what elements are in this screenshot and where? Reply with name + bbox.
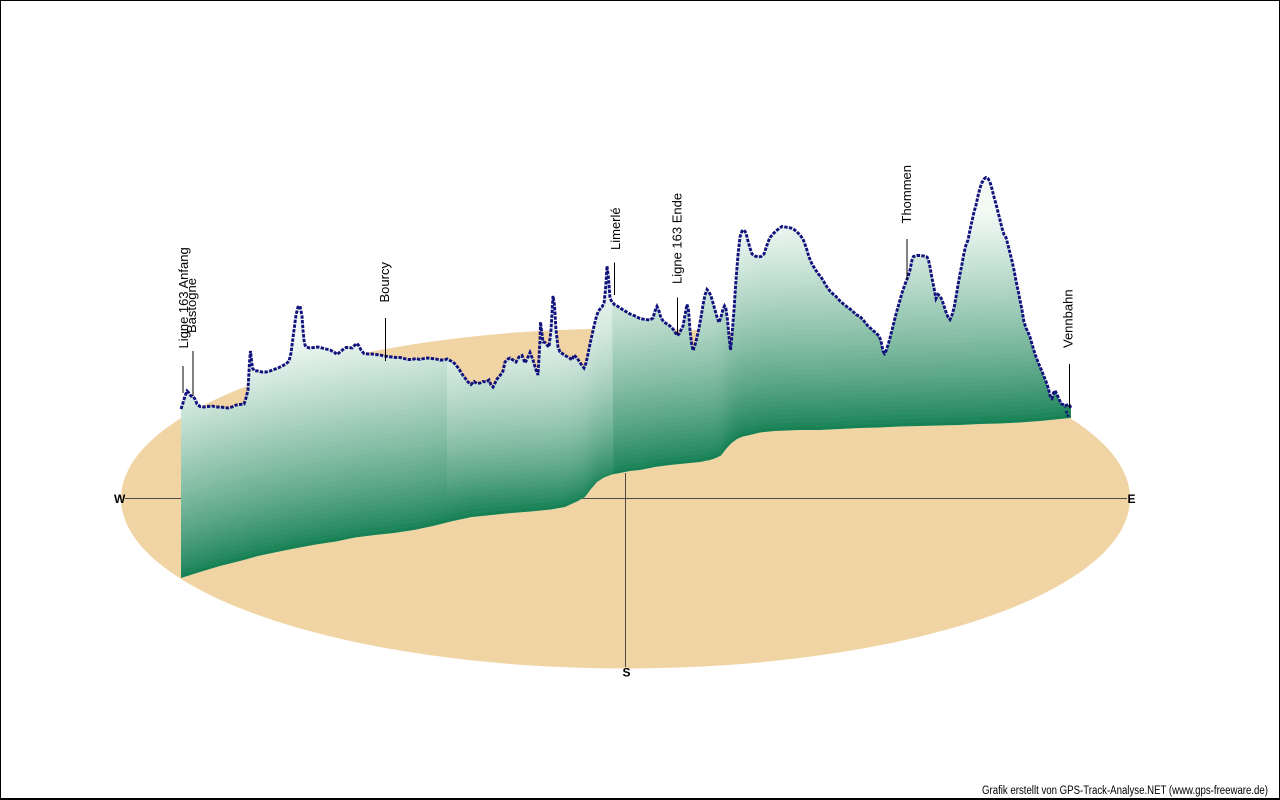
svg-text:E: E (1128, 492, 1136, 506)
svg-text:Bourcy: Bourcy (377, 262, 392, 303)
svg-text:Limerlé: Limerlé (608, 207, 623, 250)
svg-text:W: W (114, 492, 126, 506)
svg-text:Bastogne: Bastogne (184, 278, 199, 333)
svg-text:Thommen: Thommen (899, 165, 914, 224)
svg-text:S: S (623, 666, 631, 680)
svg-text:Vennbahn: Vennbahn (1061, 289, 1076, 348)
svg-text:Ligne 163 Ende: Ligne 163 Ende (670, 193, 685, 284)
svg-text:Grafik erstellt von GPS-Track-: Grafik erstellt von GPS-Track-Analyse.NE… (982, 785, 1268, 797)
svg-text:Ligne 163 Anfang: Ligne 163 Anfang (176, 247, 191, 348)
